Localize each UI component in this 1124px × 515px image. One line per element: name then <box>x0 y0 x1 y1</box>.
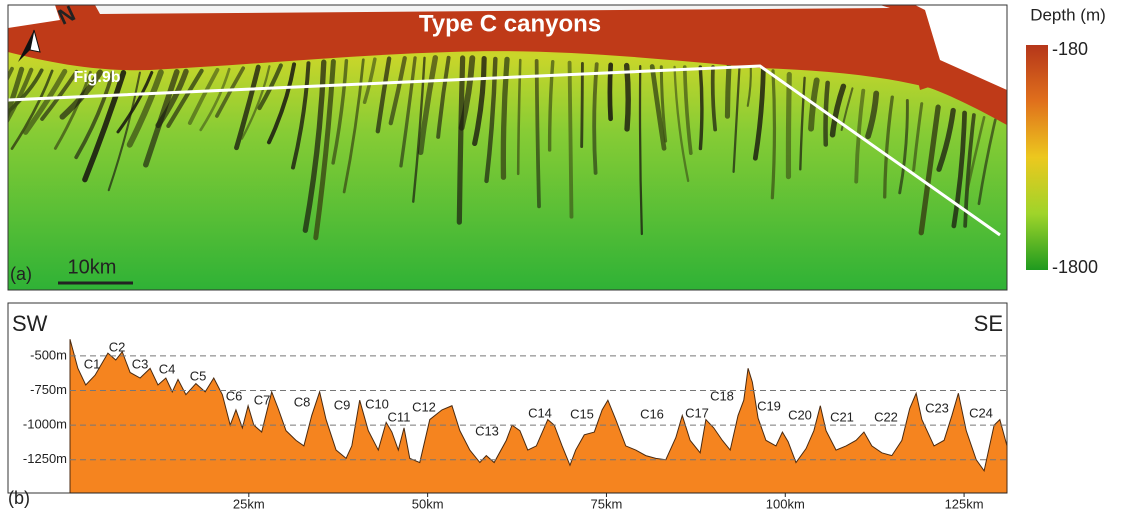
canyon-label: C19 <box>757 398 781 413</box>
canyon-label: C9 <box>334 397 351 412</box>
y-tick-label: -500m <box>30 347 67 362</box>
canyon-shade <box>570 63 572 217</box>
canyon-label: C24 <box>969 405 993 420</box>
canyon-label: C3 <box>132 356 149 371</box>
canyon-label: C23 <box>925 400 949 415</box>
x-tick-label: 25km <box>233 496 265 511</box>
x-tick-label: 100km <box>766 496 805 511</box>
canyon-shade <box>700 67 702 148</box>
canyon-label: C13 <box>475 423 499 438</box>
profile-label: Fig.9b <box>73 69 120 86</box>
map-title: Type C canyons <box>419 10 601 37</box>
colorbar-title: Depth (m) <box>1030 5 1106 24</box>
x-tick-label: 50km <box>412 496 444 511</box>
canyon-label: C22 <box>874 409 898 424</box>
colorbar <box>1026 45 1048 270</box>
canyon-shade <box>582 63 583 146</box>
canyon-label: C10 <box>365 396 389 411</box>
canyon-shade <box>459 58 462 222</box>
colorbar-tick-label: -180 <box>1052 39 1088 59</box>
canyon-label: C20 <box>788 407 812 422</box>
canyon-label: C7 <box>254 392 271 407</box>
canyon-shade <box>727 67 728 117</box>
canyon-label: C17 <box>685 405 709 420</box>
direction-label: SW <box>12 311 48 336</box>
direction-label: SE <box>974 311 1003 336</box>
canyon-label: C12 <box>412 399 436 414</box>
canyon-label: C15 <box>570 406 594 421</box>
canyon-shade <box>627 66 629 129</box>
y-tick-label: -1000m <box>23 417 67 432</box>
canyon-label: C6 <box>226 388 243 403</box>
canyon-label: C5 <box>190 368 207 383</box>
panel-label: (a) <box>10 264 32 284</box>
canyon-label: C2 <box>109 339 126 354</box>
canyon-shade <box>537 61 539 207</box>
canyon-shade <box>788 74 789 176</box>
colorbar-tick-label: -1800 <box>1052 257 1098 277</box>
figure: N Type C canyons Fig.9b (a) 10km Depth (… <box>0 0 1124 515</box>
canyon-label: C1 <box>84 356 101 371</box>
x-tick-label: 75km <box>591 496 623 511</box>
canyon-label: C18 <box>710 388 734 403</box>
canyon-label: C4 <box>159 361 176 376</box>
panel-label: (b) <box>8 488 30 508</box>
y-tick-label: -1250m <box>23 451 67 466</box>
canyon-label: C14 <box>528 405 552 420</box>
x-tick-label: 125km <box>945 496 984 511</box>
canyon-label: C11 <box>388 409 411 424</box>
map-panel: N <box>0 0 1007 290</box>
scale-bar-label: 10km <box>68 256 117 278</box>
canyon-label: C8 <box>294 394 311 409</box>
canyon-label: C21 <box>830 409 854 424</box>
canyon-label: C16 <box>640 406 664 421</box>
y-tick-label: -750m <box>30 382 67 397</box>
